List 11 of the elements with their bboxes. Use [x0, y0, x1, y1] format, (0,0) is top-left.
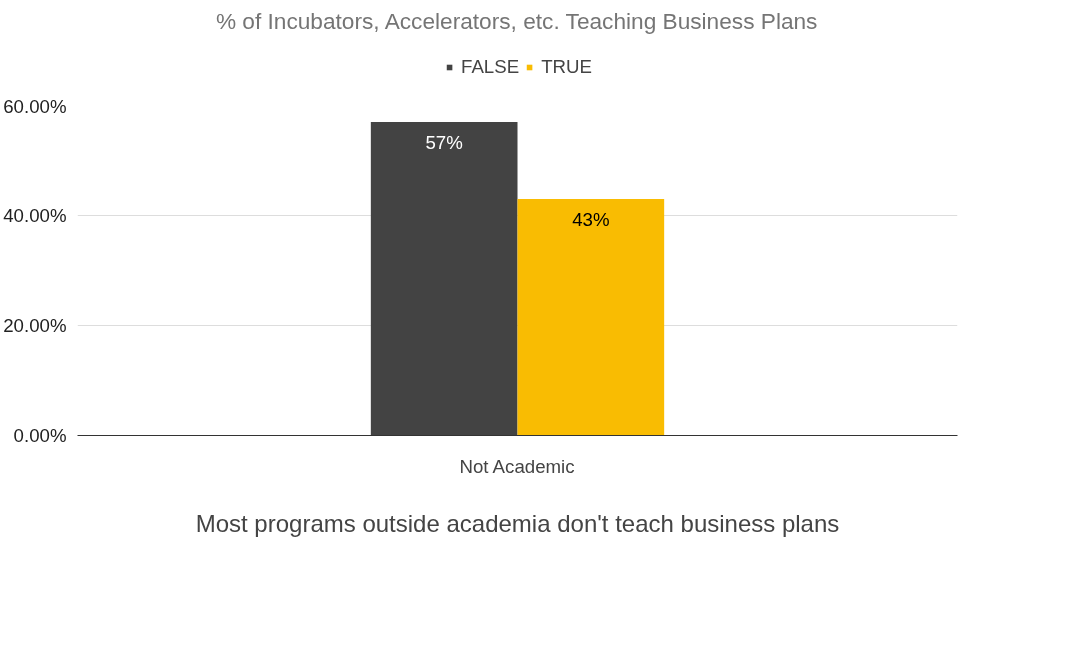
data-label: 43% [572, 209, 610, 230]
y-tick-label: 40.00% [3, 205, 67, 226]
y-tick-label: 20.00% [3, 315, 67, 336]
x-axis-title: Most programs outside academia don't teach business plans [195, 509, 840, 537]
y-tick-label: 60.00% [3, 95, 67, 117]
legend-label: TRUE [541, 55, 592, 78]
data-label: 57% [425, 132, 463, 153]
x-tick-label: Not Academic [459, 455, 575, 477]
legend-label: FALSE [461, 55, 520, 78]
chart-title: % of Incubators, Accelerators, etc. Teaching Business Plans [215, 7, 818, 34]
y-tick-label: 0.00% [13, 425, 67, 446]
